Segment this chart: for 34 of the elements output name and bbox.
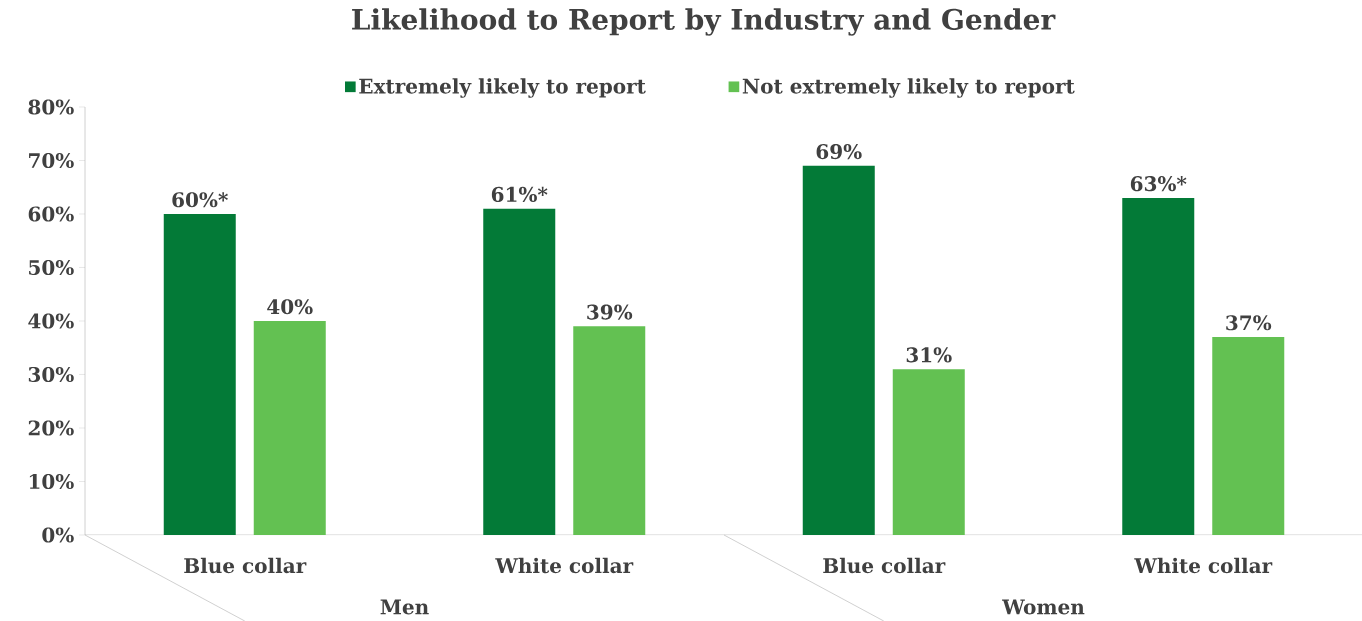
y-tick-label: 30% [28,366,74,383]
bar [802,165,875,535]
text: Men [380,599,429,615]
y-tick-label: 20% [28,420,74,436]
data-label: 31% [906,347,952,363]
x-tick-label: Blue collar [823,557,946,574]
text: Women [1002,599,1085,615]
bar [253,321,326,535]
legend-label: Not extremely likely to report [742,78,1075,98]
data-label: 69% [816,144,862,160]
data-label: 39% [587,304,633,320]
data-label: 61%* [491,186,548,202]
data-label: 40% [267,299,313,315]
bar [1212,337,1285,535]
bar [1122,197,1195,535]
y-tick-label: 70% [29,152,74,169]
data-label: 63%* [1130,176,1187,192]
y-tick-label: 10% [29,473,74,490]
chart-title: Likelihood to Report by Industry and Gender [352,8,1056,36]
y-tick-label: 40% [28,313,74,329]
x-tick-label: White collar [495,557,634,574]
y-tick-label: 50% [29,259,74,276]
bar [163,214,236,535]
legend-label: Extremely likely to report [359,78,646,98]
y-tick-label: 0% [42,527,74,543]
y-tick-label: 80% [28,99,74,115]
data-label: 37% [1226,315,1272,331]
x-tick-label: Blue collar [184,557,307,574]
bar [892,369,965,535]
y-tick-label: 60% [28,206,74,222]
data-label: 60%* [172,192,228,208]
bar [573,326,646,535]
bar [483,208,556,535]
x-tick-label: White collar [1134,557,1273,574]
